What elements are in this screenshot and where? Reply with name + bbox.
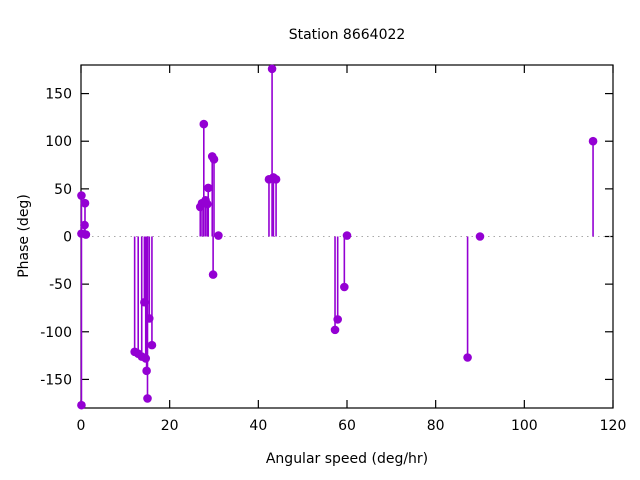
chart-title: Station 8664022 [288,27,406,43]
data-point [80,198,90,208]
data-point [147,340,157,350]
y-tick-label: 50 [54,182,72,198]
data-point [267,64,277,74]
y-tick-label: -100 [40,325,72,341]
data-point [271,175,281,184]
data-point [141,354,151,363]
data-point [142,366,151,376]
data-point [342,231,352,240]
data-point [475,232,485,241]
x-tick-label: 120 [600,418,627,434]
data-point [588,136,598,146]
y-tick-label: -150 [40,372,72,388]
data-point [209,155,219,164]
x-tick-label: 60 [338,418,356,434]
data-point [340,282,349,292]
y-tick-label: 150 [45,87,72,103]
y-axis-label: Phase (deg) [16,194,32,278]
x-tick-label: 0 [77,418,86,434]
data-point [144,314,154,323]
data-point [333,315,342,324]
y-tick-label: -50 [49,277,72,293]
x-tick-label: 100 [511,418,538,434]
data-point [203,183,213,193]
data-point [77,400,86,410]
data-point [143,394,152,403]
data-point [208,270,218,279]
data-point [199,119,209,129]
data-point [140,297,149,307]
data-point [214,231,223,240]
data-point [80,220,89,230]
data-point [330,325,340,335]
x-tick-label: 80 [427,418,445,434]
x-axis-label: Angular speed (deg/hr) [265,451,429,467]
data-point [77,191,86,200]
data-point [81,230,91,239]
x-tick-label: 20 [161,418,179,434]
x-tick-label: 40 [249,418,267,434]
y-tick-label: 100 [45,134,72,150]
data-point [463,353,472,362]
y-tick-label: 0 [63,230,72,246]
data-point [203,199,212,209]
